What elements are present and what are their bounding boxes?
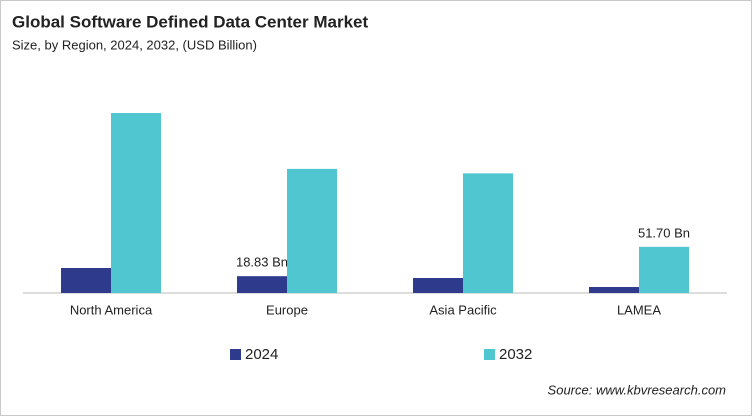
data-label: 51.70 Bn <box>638 225 690 240</box>
legend-swatch <box>230 349 241 360</box>
chart-title: Global Software Defined Data Center Mark… <box>12 12 368 31</box>
bar <box>111 113 161 293</box>
chart-subtitle: Size, by Region, 2024, 2032, (USD Billio… <box>12 37 257 52</box>
bar <box>61 268 111 293</box>
bar <box>589 287 639 293</box>
legend-label: 2024 <box>245 346 278 363</box>
x-tick-label: Europe <box>266 302 308 317</box>
bar <box>463 173 513 293</box>
x-tick-label: Asia Pacific <box>429 302 497 317</box>
bar <box>639 246 689 293</box>
x-tick-label: LAMEA <box>617 302 661 317</box>
data-label: 18.83 Bn <box>236 255 288 270</box>
source: Source: www.kbvresearch.com <box>548 382 727 397</box>
legend-label: 2032 <box>499 346 532 363</box>
bar <box>287 168 337 293</box>
x-tick-label: North America <box>70 302 153 317</box>
legend-swatch <box>484 349 495 360</box>
bar <box>413 278 463 293</box>
bar <box>237 276 287 293</box>
